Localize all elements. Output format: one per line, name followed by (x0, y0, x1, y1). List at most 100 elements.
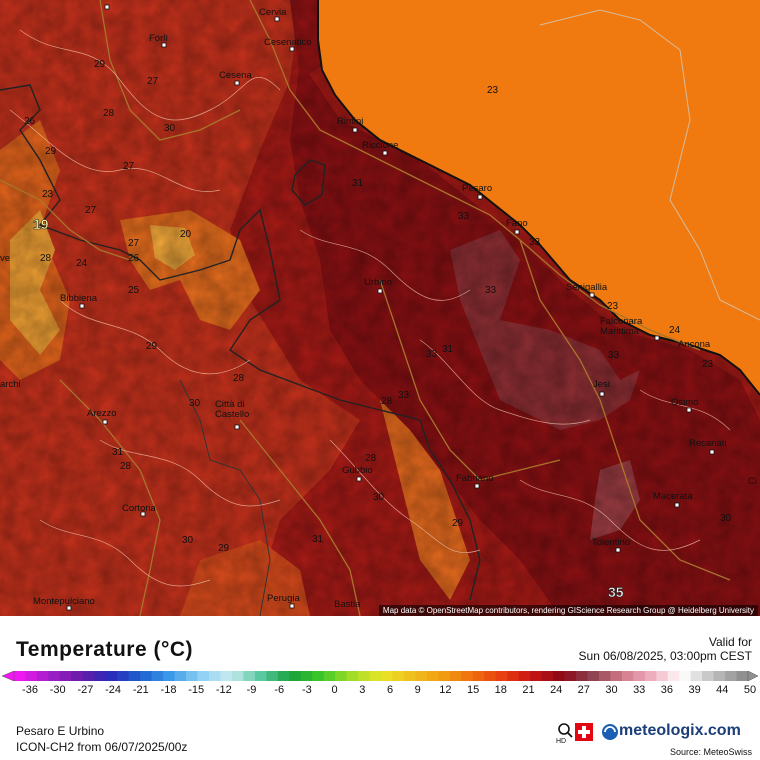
temp-label: 27 (147, 76, 159, 87)
temp-label: 29 (94, 59, 106, 70)
city-label: Ancona (678, 339, 711, 350)
temp-label: 30 (373, 492, 385, 503)
temp-label: 23 (42, 189, 54, 200)
valid-time: Sun 06/08/2025, 03:00pm CEST (578, 649, 752, 663)
city-label: Cortona (122, 503, 157, 514)
color-scale-tick: 3 (359, 684, 365, 694)
hd-label: HD (556, 738, 566, 743)
color-scale-cell (151, 671, 164, 681)
temp-label: 28 (120, 461, 132, 472)
color-scale-cell (105, 671, 118, 681)
color-scale-tick: 44 (716, 684, 728, 694)
city-label: Gubbio (342, 465, 373, 476)
color-scale-cell (518, 671, 531, 681)
color-scale-cell (438, 671, 451, 681)
color-scale-cell (25, 671, 38, 681)
color-scale-tick: -18 (161, 684, 177, 694)
color-scale: -36 -30 -27 -24 -21 -18 -15 -12 -9 -6 -3 0 3 6 9 12 15 18… (1, 670, 759, 694)
color-scale-cell (186, 671, 198, 681)
color-scale-cell (679, 671, 692, 681)
color-scale-cell (59, 671, 72, 681)
color-scale-cell (266, 671, 279, 681)
temp-label: 33 (485, 285, 497, 296)
city-label: Forlì (149, 33, 168, 44)
city-label: Cesenatico (264, 37, 312, 48)
city-label: Falconara Marittima (600, 316, 645, 337)
temp-label: 26 (24, 116, 36, 127)
swiss-cross-h (578, 730, 590, 734)
city-label: Città di Castello (215, 399, 249, 420)
color-scale-tick: -21 (133, 684, 149, 694)
temp-label: 31 (312, 534, 324, 545)
city-label: archi (0, 379, 21, 390)
color-scale-cell (231, 671, 244, 681)
color-scale-cell (289, 671, 302, 681)
road-6 (379, 279, 561, 481)
color-scale-tick: 0 (332, 684, 338, 694)
color-scale-cell (220, 671, 233, 681)
city-label: Arezzo (87, 408, 117, 419)
road-1 (249, 0, 701, 351)
city-label: Rimini (337, 116, 363, 127)
temp-label: 24 (669, 325, 681, 336)
temp-label: 29 (45, 146, 57, 157)
color-scale-cell (564, 671, 577, 681)
color-scale-cell (736, 671, 749, 681)
city-label: Bibbiena (60, 293, 98, 304)
temp-max-label: 35 (608, 584, 624, 600)
temp-label: 33 (608, 350, 620, 361)
temp-label: 27 (128, 238, 140, 249)
temperature-map[interactable]: Cervia Forlì Cesenatico Cesena Rimini Ri… (0, 0, 760, 616)
city-label: Cesena (219, 70, 252, 81)
search-hd-icon[interactable] (558, 723, 570, 735)
color-scale-ticks: -36 -30 -27 -24 -21 -18 -15 -12 -9 -6 -3 0 3 6 9 12 15 18… (22, 684, 756, 694)
temp-label: 23 (702, 359, 714, 370)
map-attribution: Map data © OpenStreetMap contributors, r… (378, 605, 758, 616)
temp-label: 30 (164, 123, 176, 134)
color-scale-cell (323, 671, 336, 681)
color-scale-tick: 12 (439, 684, 451, 694)
city-label: Riccione (362, 140, 398, 151)
isotherms (9, 29, 731, 587)
color-scale-cell (48, 671, 61, 681)
color-scale-cell (656, 671, 669, 681)
color-scale-cell (163, 671, 175, 681)
temp-label: 28 (103, 108, 115, 119)
sea-region-line (539, 9, 760, 321)
brand-name[interactable]: meteologix.com (619, 722, 741, 739)
color-scale-cell (725, 671, 737, 681)
sea (318, 0, 760, 395)
color-scale-tick: 18 (495, 684, 507, 694)
color-scale-cell (369, 671, 382, 681)
color-scale-cells (1, 670, 759, 682)
color-scale-tick: 30 (605, 684, 617, 694)
color-scale-tick: 27 (578, 684, 590, 694)
color-scale-cell (633, 671, 646, 681)
valid-label: Valid for (708, 635, 752, 649)
city-label: Jesi (593, 379, 610, 390)
city-label: Perugia (267, 593, 300, 604)
city-label-text: Marittima (600, 326, 640, 337)
color-scale-cell (690, 671, 703, 681)
color-scale-cell (644, 671, 657, 681)
city-label-text: Castello (215, 409, 249, 420)
color-scale-cell (621, 671, 634, 681)
color-scale-cell (541, 671, 554, 681)
city-label: Osimo (671, 397, 698, 408)
color-scale-cell (381, 671, 393, 681)
color-scale-tick: 39 (688, 684, 700, 694)
color-scale-tick: -27 (77, 684, 93, 694)
color-scale-cell (507, 671, 520, 681)
color-scale-cell (346, 671, 359, 681)
color-scale-cell (713, 671, 726, 681)
color-scale-cell (392, 671, 405, 681)
color-scale-cell (426, 671, 439, 681)
brand-icons[interactable]: HD (556, 721, 756, 743)
color-scale-cell (461, 671, 474, 681)
city-label: Recanati (689, 438, 727, 449)
temp-label: 31 (442, 344, 454, 355)
color-scale-cell (598, 671, 611, 681)
road-2 (519, 239, 731, 581)
search-hd-handle (567, 732, 573, 738)
region-border-3 (179, 379, 271, 616)
